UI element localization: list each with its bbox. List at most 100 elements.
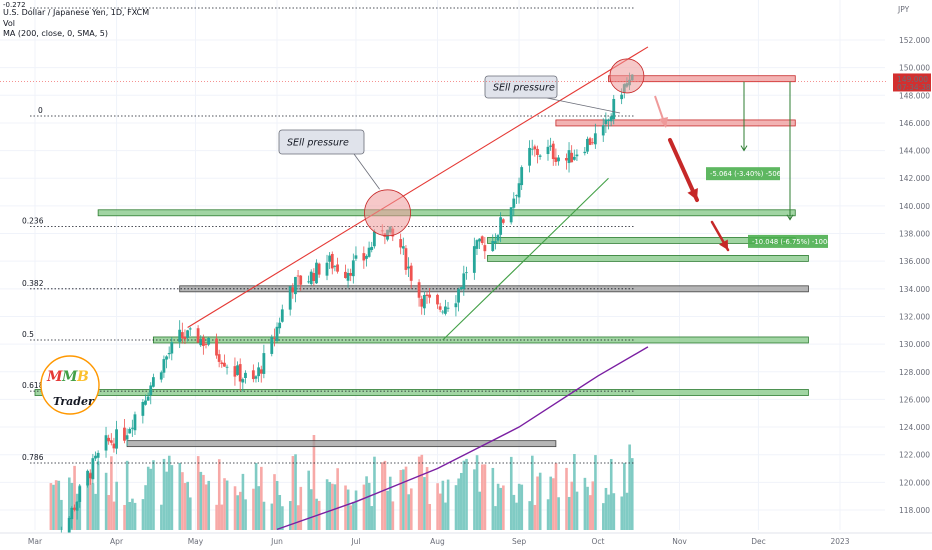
candle-body[interactable] [475, 240, 479, 249]
candle-body[interactable] [493, 241, 497, 243]
candle-body[interactable] [528, 147, 531, 166]
candle-body[interactable] [280, 309, 284, 322]
candle-body[interactable] [188, 328, 192, 330]
zone-green-4[interactable] [487, 255, 809, 262]
candle-body[interactable] [170, 342, 174, 354]
symbol-title[interactable]: U.S. Dollar / Japanese Yen, 1D, FXCM [3, 8, 150, 17]
candle-body[interactable] [620, 94, 624, 100]
candle-body[interactable] [554, 157, 558, 162]
candle-body[interactable] [254, 376, 258, 379]
candle-body[interactable] [372, 231, 376, 247]
candle-body[interactable] [438, 306, 442, 310]
candle-body[interactable] [299, 275, 303, 285]
candle-body[interactable] [125, 435, 129, 440]
candle-body[interactable] [270, 337, 274, 354]
candle-body[interactable] [575, 154, 579, 157]
candle-body[interactable] [399, 239, 403, 248]
candle-body[interactable] [199, 338, 203, 346]
candle-body[interactable] [278, 322, 282, 329]
candle-body[interactable] [530, 148, 534, 150]
candle-body[interactable] [91, 458, 95, 480]
candle-body[interactable] [491, 240, 495, 251]
candle-body[interactable] [422, 295, 426, 309]
candle-body[interactable] [349, 272, 353, 276]
candle-body[interactable] [70, 507, 74, 520]
candle-body[interactable] [601, 125, 605, 136]
candle-body[interactable] [75, 501, 79, 511]
candle-body[interactable] [291, 287, 295, 293]
candle-body[interactable] [296, 275, 300, 277]
candle-body[interactable] [204, 344, 208, 346]
candle-body[interactable] [162, 359, 166, 373]
candle-body[interactable] [186, 330, 189, 338]
candle-body[interactable] [557, 157, 560, 162]
zone-red-1[interactable] [555, 119, 796, 127]
candle-body[interactable] [607, 119, 610, 121]
zone-gray-5[interactable] [179, 285, 809, 293]
candle-body[interactable] [86, 470, 90, 486]
candle-body[interactable] [328, 255, 332, 262]
candle-body[interactable] [478, 238, 481, 242]
candle-body[interactable] [307, 281, 310, 283]
candle-body[interactable] [496, 235, 500, 241]
sell-pressure-callout-1-box[interactable] [278, 129, 365, 155]
candle-body[interactable] [149, 385, 153, 396]
candle-body[interactable] [88, 473, 92, 479]
measurement-2-box[interactable] [748, 234, 828, 248]
candle-body[interactable] [107, 437, 111, 442]
candle-body[interactable] [330, 253, 334, 269]
candle-body[interactable] [201, 337, 205, 346]
candle-body[interactable] [275, 326, 279, 341]
candle-body[interactable] [549, 145, 553, 147]
candle-body[interactable] [257, 367, 261, 377]
candle-body[interactable] [336, 264, 339, 272]
candle-body[interactable] [520, 167, 524, 186]
candle-body[interactable] [586, 138, 589, 152]
candle-body[interactable] [443, 306, 447, 314]
candle-body[interactable] [593, 133, 597, 145]
candle-body[interactable] [604, 119, 608, 125]
candle-body[interactable] [401, 246, 405, 249]
candle-body[interactable] [536, 148, 539, 155]
candle-body[interactable] [309, 271, 313, 285]
candle-body[interactable] [591, 142, 595, 144]
sell-pressure-circle-1[interactable] [364, 189, 411, 237]
current-price-badge[interactable] [893, 73, 931, 92]
candle-body[interactable] [588, 138, 592, 145]
candle-body[interactable] [567, 150, 571, 164]
zone-green-2[interactable] [97, 209, 796, 217]
candle-body[interactable] [220, 362, 224, 365]
candle-body[interactable] [272, 337, 276, 339]
candle-body[interactable] [354, 255, 358, 259]
candle-body[interactable] [517, 183, 521, 198]
candle-body[interactable] [570, 152, 574, 163]
candle-body[interactable] [207, 338, 211, 345]
candle-body[interactable] [115, 429, 118, 449]
candle-body[interactable] [417, 282, 421, 298]
candle-body[interactable] [294, 276, 297, 295]
candle-body[interactable] [78, 486, 82, 502]
candle-body[interactable] [109, 440, 113, 443]
candle-body[interactable] [462, 273, 466, 289]
candle-body[interactable] [133, 414, 137, 431]
candle-body[interactable] [546, 146, 550, 155]
candle-body[interactable] [123, 427, 126, 441]
candle-body[interactable] [94, 455, 97, 459]
candle-body[interactable] [533, 146, 537, 150]
candle-body[interactable] [551, 143, 555, 160]
candle-body[interactable] [409, 265, 413, 281]
candle-body[interactable] [420, 298, 424, 307]
candle-body[interactable] [483, 245, 487, 252]
candle-body[interactable] [238, 364, 242, 382]
candle-body[interactable] [128, 428, 132, 434]
candle-body[interactable] [512, 198, 516, 208]
candle-body[interactable] [315, 262, 318, 284]
candle-body[interactable] [225, 366, 229, 368]
candle-body[interactable] [159, 372, 163, 380]
candle-body[interactable] [351, 260, 355, 277]
candle-body[interactable] [428, 294, 432, 298]
candle-body[interactable] [223, 362, 226, 367]
candle-body[interactable] [365, 255, 368, 259]
candle-body[interactable] [236, 365, 239, 375]
candle-body[interactable] [572, 156, 576, 160]
